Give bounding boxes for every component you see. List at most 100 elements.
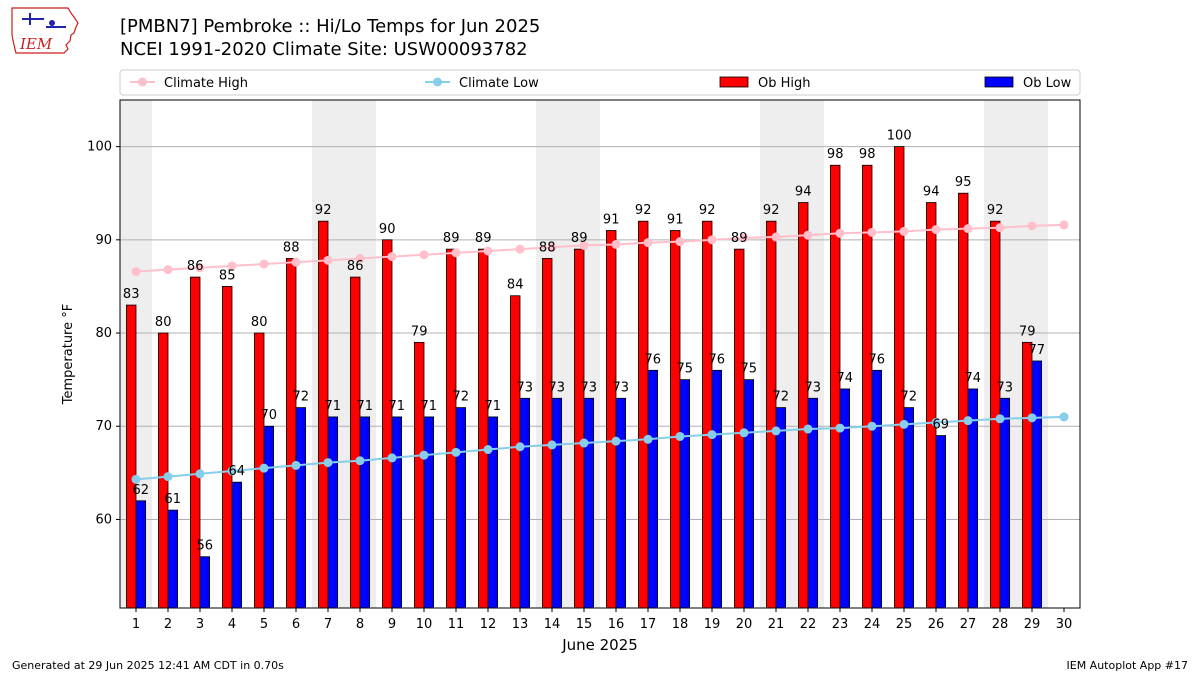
- climate-low-point: [835, 423, 845, 433]
- legend-marker: [433, 77, 442, 87]
- ob-high-label: 91: [603, 212, 620, 227]
- y-tick-label: 100: [87, 140, 112, 155]
- climate-high-point: [899, 226, 909, 236]
- climate-low-point: [579, 438, 589, 448]
- ob-high-bar: [702, 220, 713, 609]
- x-tick-label: 6: [292, 617, 300, 632]
- ob-low-label: 73: [805, 380, 822, 395]
- ob-low-label: 72: [773, 390, 790, 405]
- ob-low-bar: [871, 369, 883, 609]
- ob-low-bar: [455, 407, 467, 609]
- x-tick-label: 4: [228, 617, 236, 632]
- ob-low-label: 62: [133, 483, 150, 498]
- generated-note: Generated at 29 Jun 2025 12:41 AM CDT in…: [12, 659, 284, 672]
- climate-high-point: [1059, 220, 1069, 230]
- ob-high-label: 80: [155, 315, 172, 330]
- ob-high-label: 92: [315, 203, 332, 218]
- ob-high-bar: [894, 146, 905, 609]
- ob-low-label: 72: [293, 390, 310, 405]
- climate-high-point: [579, 240, 589, 250]
- x-tick-label: 18: [672, 617, 689, 632]
- ob-high-label: 86: [347, 259, 364, 274]
- climate-high-point: [995, 223, 1005, 233]
- climate-high-point: [1027, 221, 1037, 231]
- ob-high-label: 94: [795, 185, 812, 200]
- ob-low-label: 74: [837, 371, 854, 386]
- climate-high-point: [515, 244, 525, 254]
- x-tick-label: 12: [480, 617, 497, 632]
- ob-low-label: 76: [645, 352, 662, 367]
- ob-low-bar: [231, 481, 243, 609]
- x-tick-label: 27: [960, 617, 977, 632]
- x-tick-label: 1: [132, 617, 140, 632]
- ob-low-label: 75: [677, 362, 694, 377]
- ob-low-label: 73: [549, 380, 566, 395]
- ob-low-bar: [775, 407, 787, 609]
- ob-low-bar: [135, 500, 147, 609]
- ob-low-label: 76: [709, 352, 726, 367]
- ob-low-label: 72: [901, 390, 918, 405]
- x-tick-label: 17: [640, 617, 657, 632]
- climate-low-point: [323, 458, 333, 468]
- ob-low-bar: [647, 369, 659, 609]
- ob-low-label: 71: [325, 399, 342, 414]
- climate-high-point: [483, 246, 493, 256]
- ob-high-label: 100: [887, 129, 912, 144]
- climate-low-point: [1027, 413, 1037, 423]
- climate-high-point: [259, 259, 269, 269]
- ob-low-bar: [679, 379, 691, 609]
- climate-low-point: [643, 434, 653, 444]
- ob-high-bar: [926, 202, 937, 609]
- ob-high-label: 89: [475, 231, 492, 246]
- ob-high-bar: [317, 220, 329, 609]
- ob-low-label: 71: [357, 399, 374, 414]
- climate-high-point: [419, 250, 429, 260]
- x-tick-label: 14: [544, 617, 561, 632]
- ob-low-bar: [199, 556, 211, 609]
- ob-high-bar: [157, 332, 169, 609]
- y-tick-label: 80: [95, 326, 112, 341]
- ob-low-bar: [519, 397, 531, 609]
- ob-low-bar: [903, 407, 915, 609]
- ob-low-label: 64: [229, 464, 246, 479]
- ob-high-bar: [189, 276, 201, 609]
- ob-low-label: 77: [1029, 343, 1046, 358]
- climate-high-point: [867, 227, 877, 237]
- ob-low-bar: [615, 397, 627, 609]
- ob-high-label: 79: [411, 324, 428, 339]
- legend: Climate High Climate Low Ob High Ob Low: [119, 69, 1081, 96]
- climate-high-point: [803, 230, 813, 240]
- climate-high-point: [323, 255, 333, 265]
- legend-label: Climate High: [164, 76, 248, 91]
- climate-low-point: [963, 416, 973, 426]
- legend-box: [119, 69, 1081, 96]
- ob-high-label: 86: [187, 259, 204, 274]
- ob-low-label: 73: [517, 380, 534, 395]
- climate-low-point: [291, 460, 301, 470]
- climate-low-point: [483, 445, 493, 455]
- climate-high-point: [675, 237, 685, 247]
- y-tick-label: 70: [95, 419, 112, 434]
- ob-high-label: 83: [123, 287, 140, 302]
- climate-low-point: [195, 469, 205, 479]
- climate-low-point: [163, 472, 173, 482]
- x-tick-label: 16: [608, 617, 625, 632]
- ob-high-bar: [1022, 341, 1033, 609]
- x-tick-label: 19: [704, 617, 721, 632]
- ob-high-label: 79: [1019, 324, 1036, 339]
- climate-high-point: [355, 253, 365, 263]
- x-tick-label: 7: [324, 617, 332, 632]
- x-tick-label: 8: [356, 617, 364, 632]
- climate-low-point: [227, 466, 237, 476]
- climate-high-point: [291, 257, 301, 267]
- x-tick-label: 25: [896, 617, 913, 632]
- climate-low-point: [931, 418, 941, 428]
- climate-low-point: [739, 428, 749, 438]
- ob-low-label: 75: [741, 362, 758, 377]
- x-tick-label: 26: [928, 617, 945, 632]
- app-credit: IEM Autoplot App #17: [1066, 659, 1189, 672]
- ob-low-label: 74: [965, 371, 982, 386]
- legend-label: Climate Low: [459, 76, 539, 91]
- ob-low-bar: [711, 369, 723, 609]
